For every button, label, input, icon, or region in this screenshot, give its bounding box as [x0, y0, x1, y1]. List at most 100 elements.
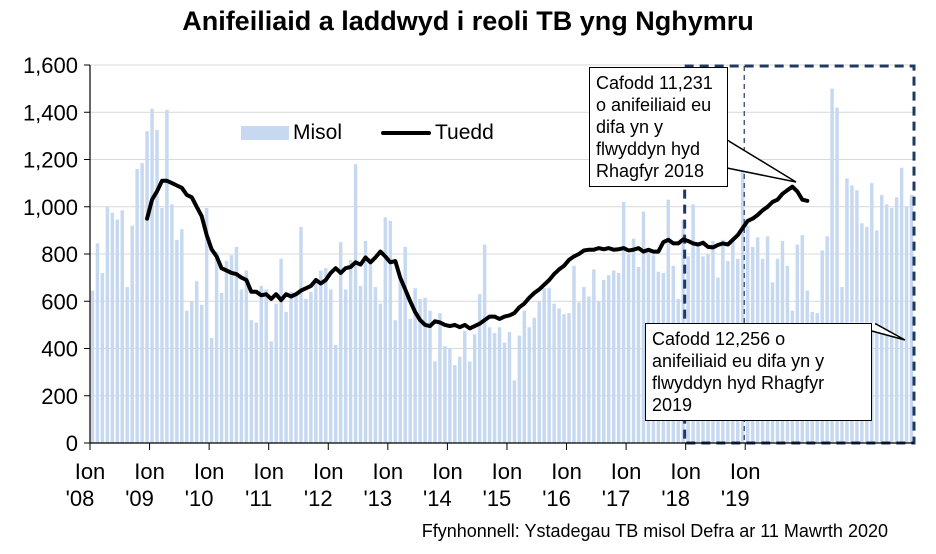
bar [448, 348, 452, 443]
y-tick-label: 600 [41, 289, 78, 314]
trend-series-line [145, 178, 810, 331]
bar [899, 167, 904, 444]
bar [214, 251, 219, 443]
callout-2018-pointer [726, 138, 797, 183]
annotation-2019: Cafodd 12,256 o anifeiliaid eu difa yn y… [645, 323, 872, 421]
bar [398, 277, 402, 443]
bar [582, 287, 586, 443]
bar [428, 310, 432, 443]
bar [269, 341, 273, 443]
bar [324, 268, 328, 443]
bar [373, 287, 378, 443]
bar [413, 288, 417, 443]
bar [140, 163, 144, 443]
bar [522, 310, 527, 443]
bar [621, 202, 626, 443]
bar [512, 380, 517, 443]
x-tick-label-year: '12 [304, 486, 333, 511]
bar [403, 246, 407, 443]
x-tick-label-year: '09 [125, 486, 154, 511]
bar [353, 164, 358, 443]
legend-label-monthly: Misol [293, 121, 343, 144]
x-tick-labels: Ion'08Ion'09Ion'10Ion'11Ion'12Ion'13Ion'… [66, 459, 761, 511]
bar [472, 334, 477, 443]
bar [319, 270, 323, 443]
bar [879, 194, 884, 443]
bar [572, 265, 576, 443]
legend-item-trend: Tuedd [381, 121, 494, 145]
x-tick-label-month: Ion [670, 459, 701, 484]
bar [343, 289, 348, 443]
bar [641, 211, 646, 443]
bar [229, 255, 234, 443]
bar [631, 238, 636, 443]
x-tick-label-year: '16 [542, 486, 571, 511]
x-tick-label-year: '08 [66, 486, 95, 511]
bar [135, 168, 139, 443]
bar [418, 298, 422, 443]
source-note: Ffynhonnell: Ystadegau TB misol Defra ar… [421, 521, 888, 541]
bar [611, 270, 616, 443]
x-tick-label-year: '18 [661, 486, 690, 511]
bar [160, 207, 164, 443]
bar [517, 335, 522, 443]
bar [224, 261, 229, 443]
y-tick-label: 400 [41, 337, 78, 362]
bar [835, 107, 839, 444]
bar [95, 243, 100, 443]
chart-title: Anifeiliaid a laddwyd i reoli TB yng Ngh… [182, 6, 754, 36]
x-tick-label-month: Ion [253, 459, 284, 484]
bar [120, 210, 125, 443]
x-tick-label-month: Ion [373, 459, 404, 484]
bar [155, 129, 159, 443]
bar [557, 308, 561, 443]
bar [299, 226, 303, 443]
bar [626, 254, 631, 443]
x-tick-label-year: '13 [363, 486, 392, 511]
bar [845, 178, 849, 443]
x-tick-label-year: '17 [602, 486, 631, 511]
x-tick-label-month: Ion [730, 459, 761, 484]
bar [304, 298, 308, 443]
bar [194, 281, 199, 443]
bar [547, 288, 551, 443]
bar [433, 361, 437, 443]
bar [145, 131, 149, 443]
x-tick-label-month: Ion [134, 459, 165, 484]
bar [616, 272, 621, 443]
x-tick-label-month: Ion [551, 459, 582, 484]
x-tick-label-month: Ion [313, 459, 344, 484]
bar [453, 365, 457, 443]
bar [239, 289, 244, 443]
bar [477, 294, 482, 443]
bar [150, 108, 154, 444]
bar [463, 330, 467, 443]
x-tick-label-year: '11 [245, 486, 272, 511]
bar [894, 197, 899, 443]
bar [170, 204, 174, 443]
x-tick-label-year: '10 [185, 486, 214, 511]
bar [314, 281, 318, 443]
bar [249, 320, 254, 443]
bar [552, 303, 556, 443]
bar [329, 289, 333, 443]
bar [284, 311, 288, 443]
bar [438, 313, 442, 443]
bar [482, 244, 487, 443]
bar [309, 291, 313, 443]
bar [264, 289, 268, 443]
bar [165, 109, 169, 443]
bar [562, 314, 566, 443]
bar [388, 220, 393, 443]
bar [393, 320, 398, 443]
bar [125, 287, 129, 443]
bar [358, 285, 363, 443]
bar [254, 322, 259, 443]
bar [492, 333, 497, 443]
bar [274, 303, 278, 443]
bar [487, 327, 492, 443]
legend-swatch-monthly [241, 126, 289, 141]
bar [219, 292, 224, 443]
bar [577, 302, 581, 443]
bar [502, 342, 507, 443]
